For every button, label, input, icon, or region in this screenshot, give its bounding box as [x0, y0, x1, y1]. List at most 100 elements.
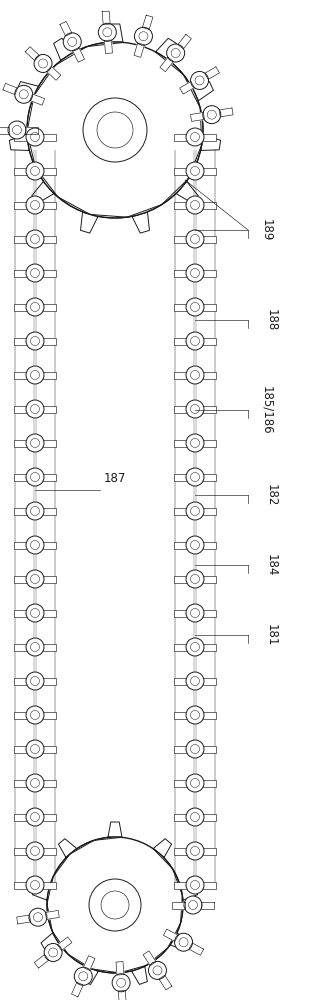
Bar — [43, 780, 56, 786]
Bar — [203, 848, 216, 854]
Circle shape — [186, 876, 204, 894]
Bar — [43, 882, 56, 888]
Circle shape — [174, 933, 193, 951]
Circle shape — [186, 808, 204, 826]
Circle shape — [26, 774, 44, 792]
Circle shape — [186, 400, 204, 418]
Bar — [14, 814, 27, 820]
Circle shape — [26, 128, 44, 146]
Bar — [174, 167, 187, 174]
Polygon shape — [45, 910, 59, 919]
Bar — [174, 440, 187, 446]
Bar — [14, 609, 27, 616]
Polygon shape — [60, 21, 72, 36]
Circle shape — [26, 366, 44, 384]
Polygon shape — [178, 34, 192, 49]
Circle shape — [184, 896, 202, 914]
Polygon shape — [41, 933, 60, 950]
Bar — [43, 814, 56, 820]
Text: 184: 184 — [265, 554, 278, 576]
Circle shape — [26, 536, 44, 554]
Polygon shape — [163, 929, 178, 941]
Bar — [174, 338, 187, 344]
Polygon shape — [118, 990, 126, 1000]
Circle shape — [186, 502, 204, 520]
Bar — [43, 440, 56, 446]
Circle shape — [97, 112, 133, 148]
Bar — [43, 746, 56, 752]
Bar — [203, 882, 216, 888]
Circle shape — [186, 570, 204, 588]
Polygon shape — [181, 886, 197, 900]
Circle shape — [186, 706, 204, 724]
Circle shape — [186, 740, 204, 758]
Bar — [43, 269, 56, 276]
Circle shape — [186, 604, 204, 622]
Polygon shape — [104, 40, 113, 54]
Bar — [174, 304, 187, 310]
Circle shape — [186, 434, 204, 452]
Polygon shape — [72, 982, 83, 997]
Circle shape — [63, 33, 81, 51]
Bar — [203, 678, 216, 684]
Bar — [174, 780, 187, 786]
Polygon shape — [205, 67, 219, 79]
Text: 185/186: 185/186 — [260, 386, 273, 434]
Circle shape — [26, 230, 44, 248]
Polygon shape — [34, 955, 49, 968]
Polygon shape — [172, 902, 185, 908]
Bar — [174, 609, 187, 616]
Polygon shape — [17, 915, 31, 924]
Circle shape — [186, 332, 204, 350]
Circle shape — [8, 121, 26, 139]
Polygon shape — [10, 135, 29, 150]
Circle shape — [26, 298, 44, 316]
Circle shape — [34, 54, 52, 72]
Bar — [14, 644, 27, 650]
Bar — [43, 474, 56, 481]
Bar — [14, 440, 27, 446]
Bar — [14, 338, 27, 344]
Circle shape — [149, 961, 167, 979]
Circle shape — [83, 98, 147, 162]
Bar — [14, 508, 27, 514]
Text: 189: 189 — [260, 219, 273, 241]
Bar — [174, 406, 187, 412]
Bar — [43, 712, 56, 718]
Circle shape — [186, 162, 204, 180]
Bar — [14, 712, 27, 718]
Bar — [203, 406, 216, 412]
Bar — [14, 780, 27, 786]
Circle shape — [26, 706, 44, 724]
Bar — [43, 202, 56, 209]
Circle shape — [26, 502, 44, 520]
Bar — [203, 609, 216, 616]
Circle shape — [186, 196, 204, 214]
Circle shape — [191, 71, 209, 89]
Circle shape — [186, 264, 204, 282]
Polygon shape — [3, 83, 18, 95]
Bar — [203, 269, 216, 276]
Bar — [14, 882, 27, 888]
Polygon shape — [47, 66, 61, 80]
Bar — [43, 644, 56, 650]
Text: 182: 182 — [265, 484, 278, 506]
Bar — [43, 542, 56, 548]
Circle shape — [98, 23, 116, 41]
Circle shape — [186, 774, 204, 792]
Polygon shape — [102, 11, 110, 25]
Bar — [43, 609, 56, 616]
Circle shape — [26, 264, 44, 282]
Bar — [14, 202, 27, 209]
Bar — [203, 814, 216, 820]
Circle shape — [186, 468, 204, 486]
Polygon shape — [180, 81, 195, 94]
Bar — [203, 133, 216, 140]
Bar — [203, 371, 216, 378]
Circle shape — [186, 536, 204, 554]
Bar — [14, 746, 27, 752]
Polygon shape — [156, 38, 176, 60]
Polygon shape — [160, 57, 174, 72]
Bar — [203, 474, 216, 481]
Bar — [14, 542, 27, 548]
